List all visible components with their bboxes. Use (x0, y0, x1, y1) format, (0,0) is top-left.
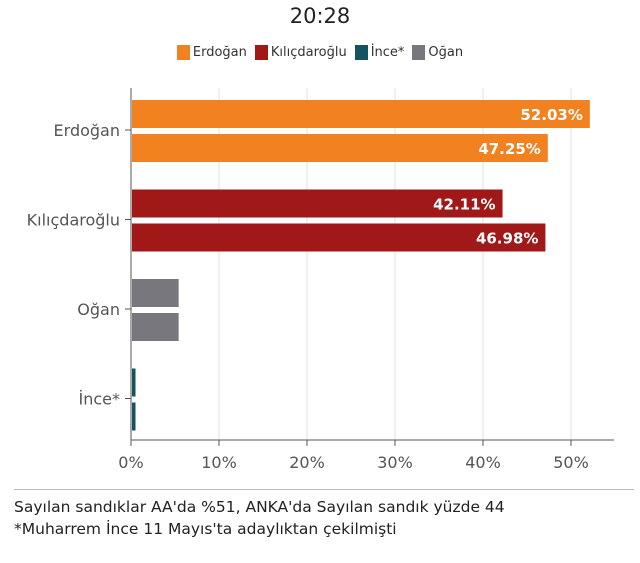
legend-item: Kılıçdaroğlu (254, 45, 347, 60)
x-tick-label: 50% (553, 453, 589, 472)
legend-swatch (354, 45, 368, 60)
legend-item: İnce* (354, 45, 405, 60)
legend-label: Kılıçdaroğlu (270, 45, 347, 60)
legend-label: Erdoğan (192, 45, 247, 60)
x-tick-label: 30% (377, 453, 413, 472)
legend-label: Oğan (428, 45, 464, 60)
category-label: Kılıçdaroğlu (27, 211, 120, 230)
divider (14, 489, 634, 490)
legend-item: Oğan (412, 45, 463, 60)
footnote-line-2: *Muharrem İnce 11 Mayıs'ta adaylıktan çe… (14, 520, 397, 538)
legend: Erdoğan Kılıçdaroğlu İnce* Oğan (0, 45, 640, 60)
category-label: İnce* (79, 390, 121, 409)
category-label: Oğan (77, 300, 120, 319)
data-label: 52.03% (520, 106, 582, 124)
x-tick-label: 20% (289, 453, 325, 472)
x-tick-label: 40% (465, 453, 501, 472)
bar (132, 313, 179, 341)
x-tick-label: 10% (201, 453, 237, 472)
bar (132, 100, 590, 128)
data-label: 46.98% (476, 230, 538, 248)
bar (132, 134, 548, 162)
bar (132, 189, 503, 218)
bar-chart: 0% 10% 20% 30% 40% 50% Erdoğan 52.03% 47.25% Kılı… (27, 88, 614, 472)
footnote: Sayılan sandıklar AA'da %51, ANKA'da Say… (14, 496, 505, 540)
footnote-line-1: Sayılan sandıklar AA'da %51, ANKA'da Say… (14, 498, 505, 516)
legend-item: Erdoğan (176, 45, 247, 60)
data-label: 42.11% (433, 196, 495, 214)
x-tick-label: 0% (118, 453, 143, 472)
bar (132, 402, 136, 431)
bar (132, 368, 136, 397)
category-label: Erdoğan (54, 121, 120, 140)
legend-swatch (176, 45, 190, 60)
bar (132, 223, 546, 252)
legend-swatch (254, 45, 268, 60)
legend-label: İnce* (370, 45, 405, 60)
chart-time: 20:28 (289, 4, 351, 28)
data-label: 47.25% (478, 140, 540, 158)
bar (132, 279, 179, 307)
legend-swatch (412, 45, 426, 60)
